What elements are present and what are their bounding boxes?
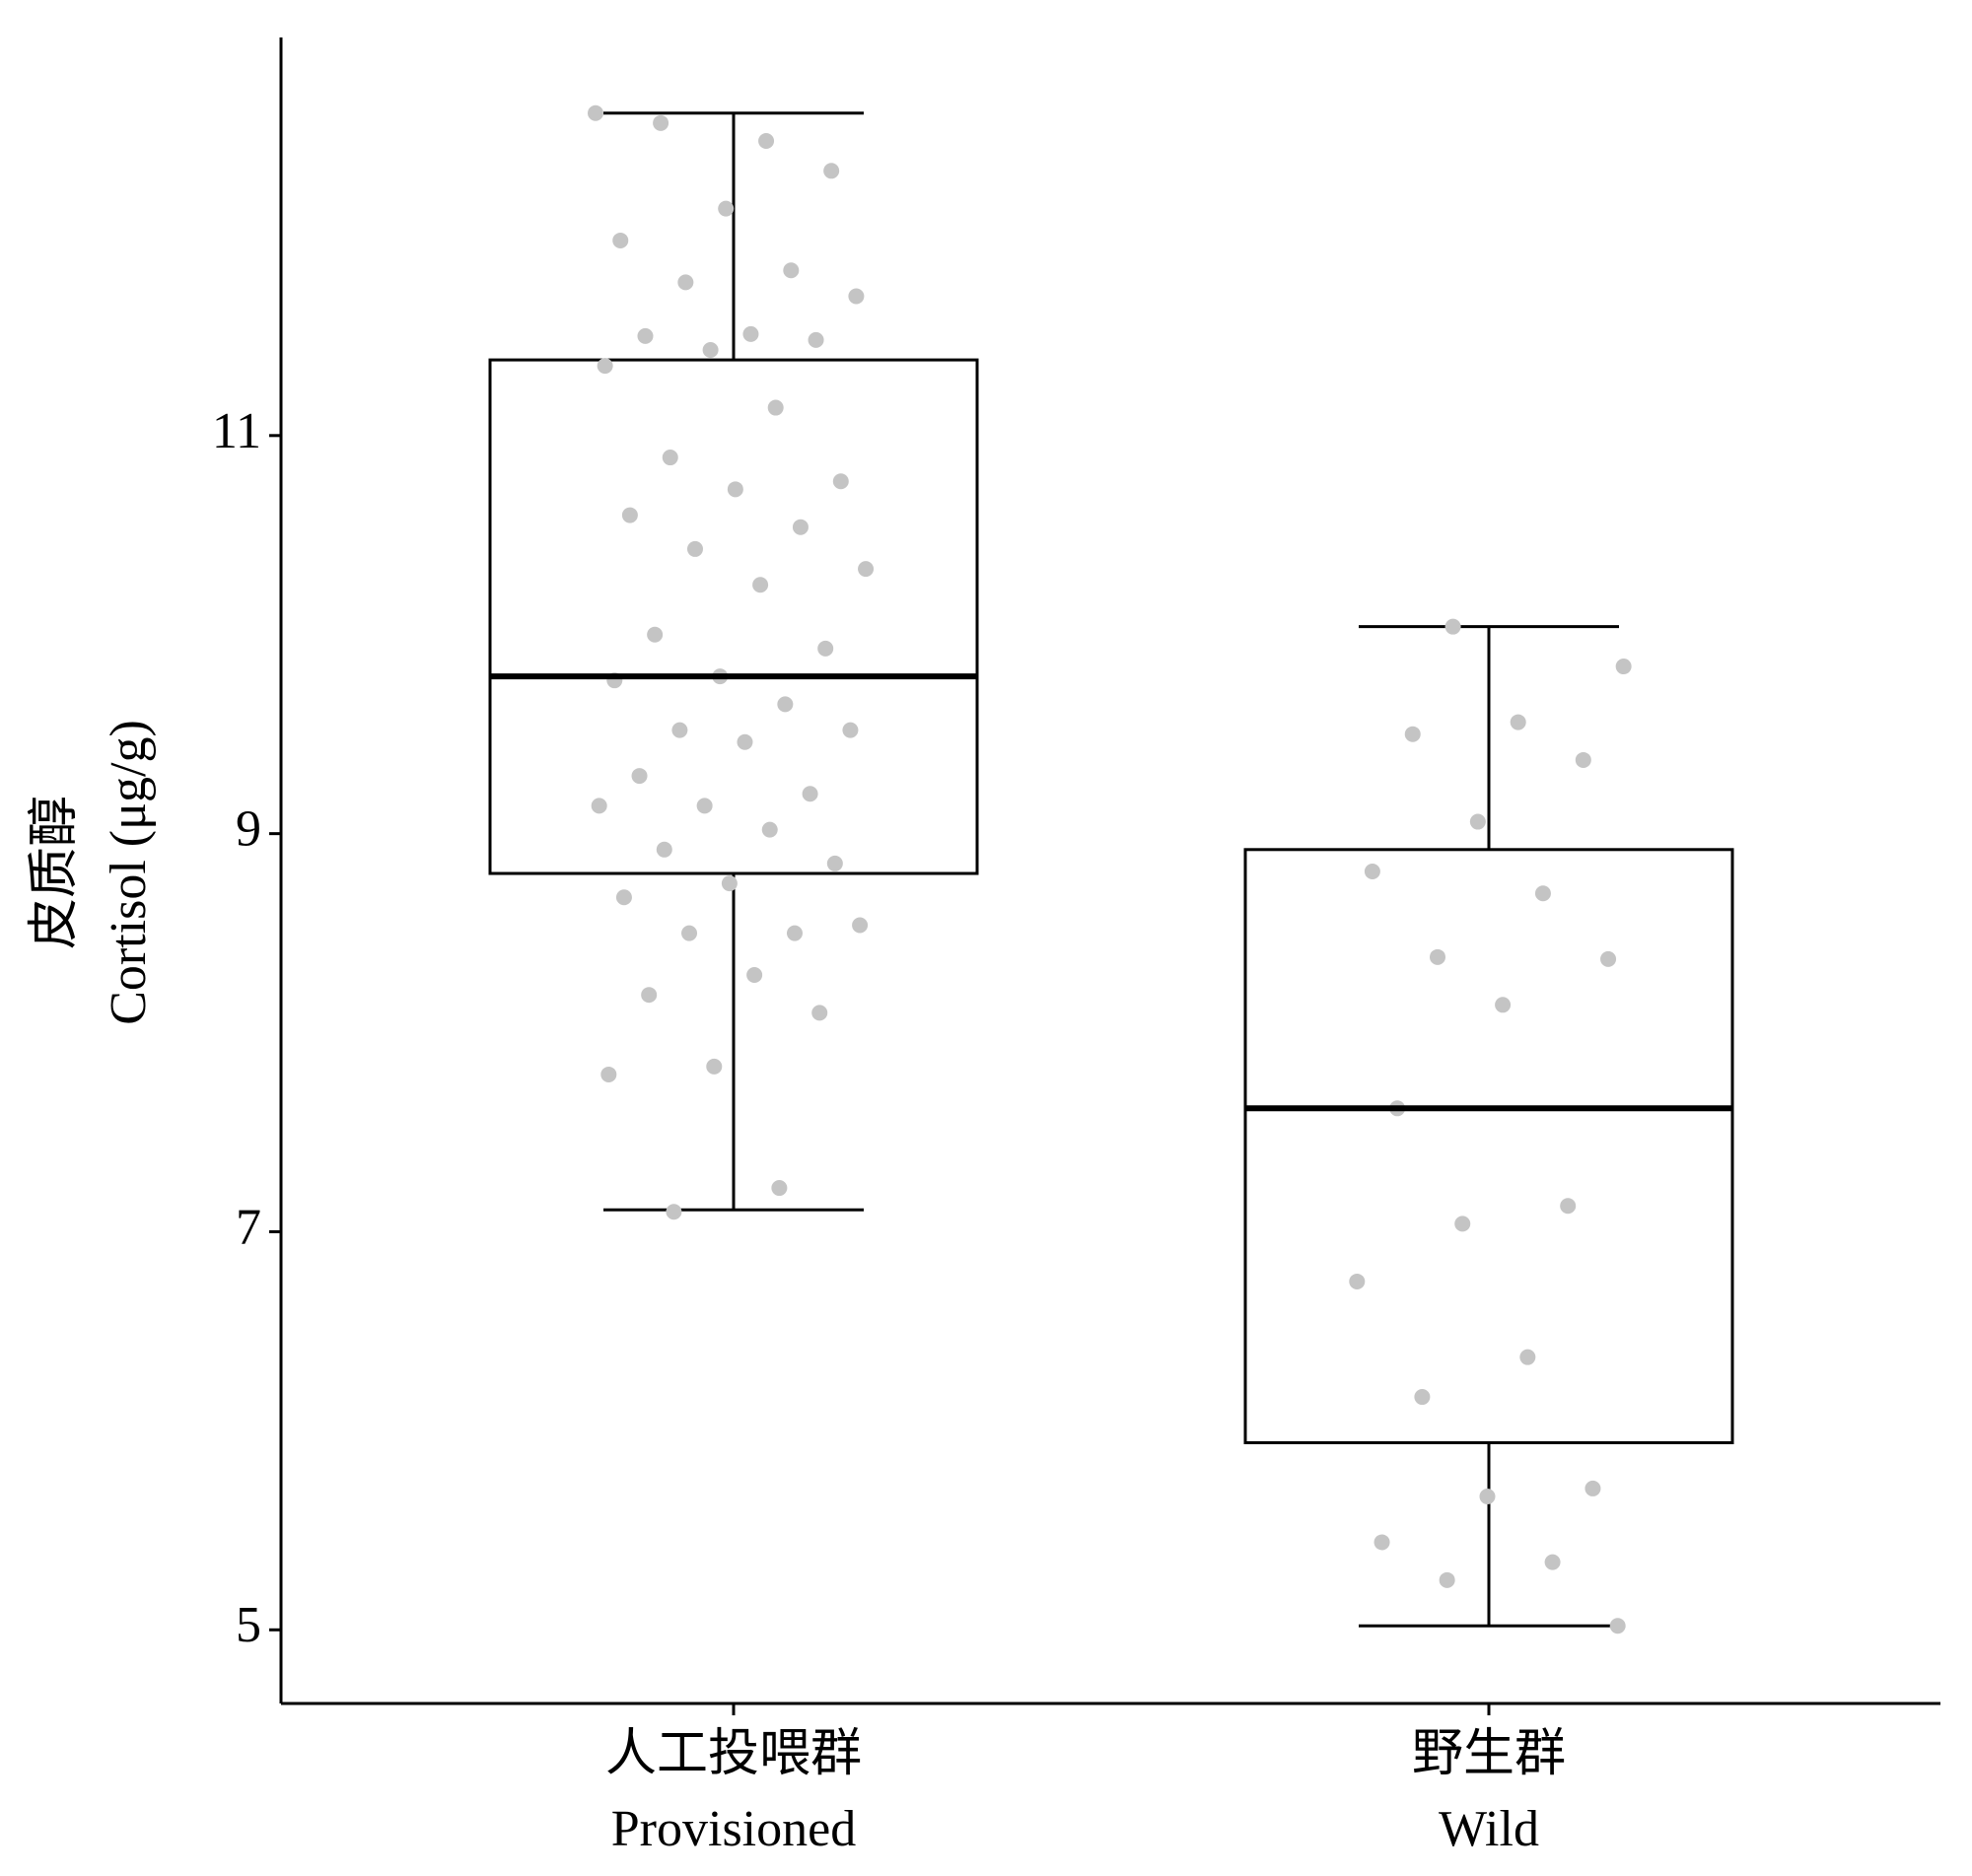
- y-axis-label: Cortisol (μg/g): [101, 720, 157, 1025]
- y-tick-label: 9: [236, 801, 261, 858]
- x-tick-label: Wild: [1439, 1801, 1539, 1857]
- data-point: [600, 1066, 617, 1082]
- data-point: [727, 481, 743, 498]
- data-point: [597, 358, 613, 375]
- data-point: [823, 163, 840, 179]
- data-point: [718, 200, 735, 217]
- x-tick-label: Provisioned: [611, 1801, 856, 1857]
- y-axis-label: 皮质醇: [27, 796, 83, 949]
- y-label-en-group: Cortisol (μg/g): [101, 720, 157, 1025]
- data-point: [686, 540, 703, 557]
- data-point: [662, 450, 678, 466]
- data-point: [826, 855, 843, 871]
- data-point: [1373, 1534, 1390, 1551]
- x-tick-label: 野生群: [1412, 1726, 1566, 1782]
- data-point: [771, 1180, 788, 1197]
- data-point: [1454, 1216, 1471, 1232]
- data-point: [637, 327, 654, 344]
- data-point: [817, 640, 834, 657]
- data-point: [656, 841, 672, 858]
- y-tick-label: 11: [212, 403, 261, 459]
- data-point: [742, 325, 759, 342]
- data-point: [631, 768, 648, 785]
- data-point: [615, 889, 632, 906]
- data-point: [641, 987, 658, 1004]
- data-point: [612, 232, 629, 248]
- data-point: [746, 967, 763, 984]
- data-point: [848, 288, 865, 305]
- data-point: [737, 733, 753, 750]
- data-point: [721, 875, 738, 892]
- data-point: [647, 626, 664, 643]
- data-point: [761, 821, 778, 838]
- data-point: [1479, 1489, 1496, 1505]
- data-point: [777, 696, 794, 713]
- data-point: [702, 342, 719, 359]
- box: [1243, 848, 1734, 1444]
- data-point: [858, 561, 875, 578]
- data-point: [681, 925, 698, 941]
- data-point: [1404, 726, 1421, 742]
- data-point: [1600, 950, 1617, 967]
- y-tick-label: 5: [236, 1597, 261, 1653]
- data-point: [696, 798, 713, 814]
- data-point: [591, 798, 607, 814]
- data-point: [852, 917, 869, 934]
- data-point: [1495, 997, 1512, 1013]
- box: [488, 358, 979, 875]
- y-label-zh-group: 皮质醇: [27, 796, 83, 949]
- data-point: [1560, 1198, 1577, 1215]
- data-point: [758, 132, 775, 149]
- data-point: [1349, 1273, 1366, 1289]
- data-point: [1439, 1571, 1455, 1588]
- data-point: [1609, 1618, 1626, 1634]
- data-point: [653, 114, 669, 131]
- data-point: [706, 1058, 723, 1075]
- data-point: [1615, 659, 1632, 675]
- data-point: [671, 722, 688, 738]
- data-point: [621, 507, 638, 523]
- data-point: [1429, 948, 1445, 965]
- data-point: [1444, 618, 1461, 635]
- data-point: [832, 473, 849, 490]
- data-point: [752, 577, 769, 593]
- data-point: [1534, 885, 1551, 902]
- x-tick-label: 人工投喂群: [605, 1726, 862, 1782]
- data-point: [1575, 751, 1591, 768]
- data-point: [677, 274, 694, 291]
- data-point: [1544, 1554, 1561, 1570]
- data-point: [783, 262, 800, 279]
- data-point: [1510, 714, 1526, 730]
- data-point: [666, 1204, 682, 1220]
- data-point: [588, 104, 603, 121]
- data-point: [1585, 1480, 1601, 1496]
- y-tick-label: 7: [236, 1199, 261, 1255]
- data-point: [811, 1005, 828, 1021]
- data-point: [786, 925, 803, 941]
- data-point: [802, 786, 818, 802]
- data-point: [1519, 1349, 1536, 1365]
- data-point: [842, 722, 859, 738]
- data-point: [1469, 813, 1486, 830]
- data-point: [1364, 864, 1380, 880]
- data-point: [792, 519, 809, 535]
- data-point: [767, 399, 784, 416]
- data-point: [808, 331, 824, 348]
- data-point: [1414, 1389, 1431, 1406]
